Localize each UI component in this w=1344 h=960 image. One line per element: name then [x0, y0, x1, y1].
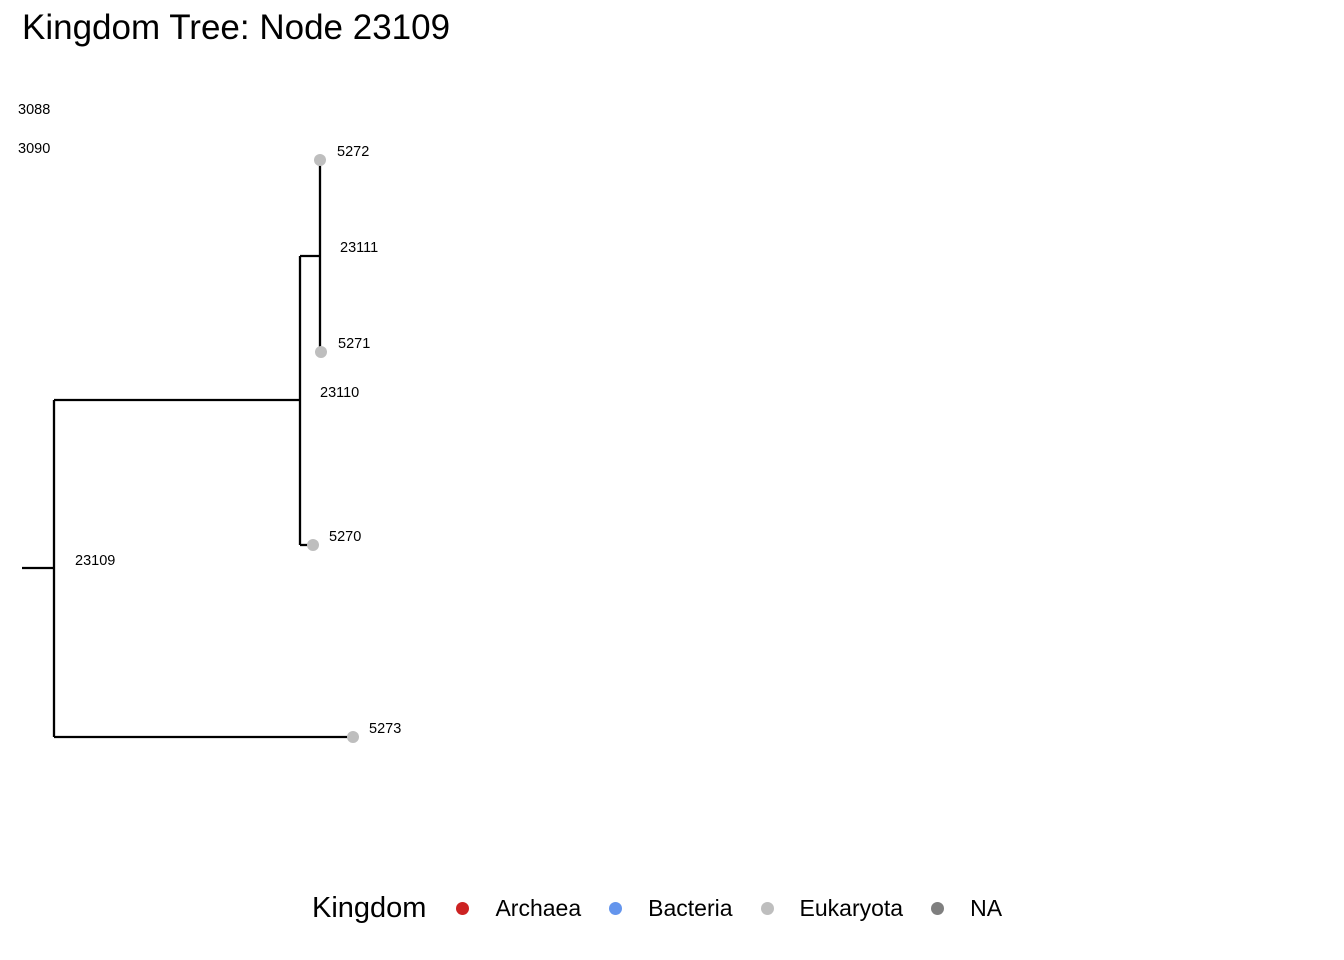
tip-marker-5273: [347, 731, 359, 743]
tree-edges: [22, 160, 353, 739]
legend-dot-na: [931, 901, 945, 915]
legend-label-eukaryota: Eukaryota: [799, 894, 904, 921]
legend-item-bacteria: Bacteria: [609, 894, 733, 922]
phylogenetic-tree: 3088 3090 23109 23110 23111 5272 5271 52…: [18, 102, 401, 743]
legend-label-bacteria: Bacteria: [648, 894, 733, 921]
tip-label-5272: 5272: [337, 144, 369, 160]
node-label-23109: 23109: [75, 553, 115, 569]
legend-title: Kingdom: [312, 891, 427, 924]
tree-tips: [307, 154, 359, 743]
legend-item-na: NA: [931, 895, 1002, 922]
tree-labels: 3088 3090 23109 23110 23111 5272 5271 52…: [18, 102, 401, 737]
clipped-label: 3090: [18, 141, 50, 157]
tip-marker-5272: [314, 154, 326, 166]
legend-item-archaea: Archaea: [456, 895, 581, 922]
clipped-label: 3088: [18, 102, 50, 118]
legend-label-na: NA: [970, 894, 1003, 921]
tip-label-5273: 5273: [369, 721, 401, 737]
legend-dot-archaea: [456, 901, 470, 915]
tip-marker-5270: [307, 539, 319, 551]
tip-label-5271: 5271: [338, 336, 370, 352]
tip-marker-5271: [315, 346, 327, 358]
node-label-23110: 23110: [320, 385, 359, 401]
legend: Kingdom Archaea Bacteria Eukaryota NA: [312, 888, 1030, 928]
tip-label-5270: 5270: [329, 529, 361, 545]
node-label-23111: 23111: [340, 240, 378, 256]
legend-dot-bacteria: [609, 901, 623, 915]
chart-title: Kingdom Tree: Node 23109: [22, 8, 451, 47]
legend-dot-eukaryota: [760, 901, 774, 915]
legend-item-eukaryota: Eukaryota: [760, 894, 904, 922]
legend-label-archaea: Archaea: [495, 894, 582, 921]
